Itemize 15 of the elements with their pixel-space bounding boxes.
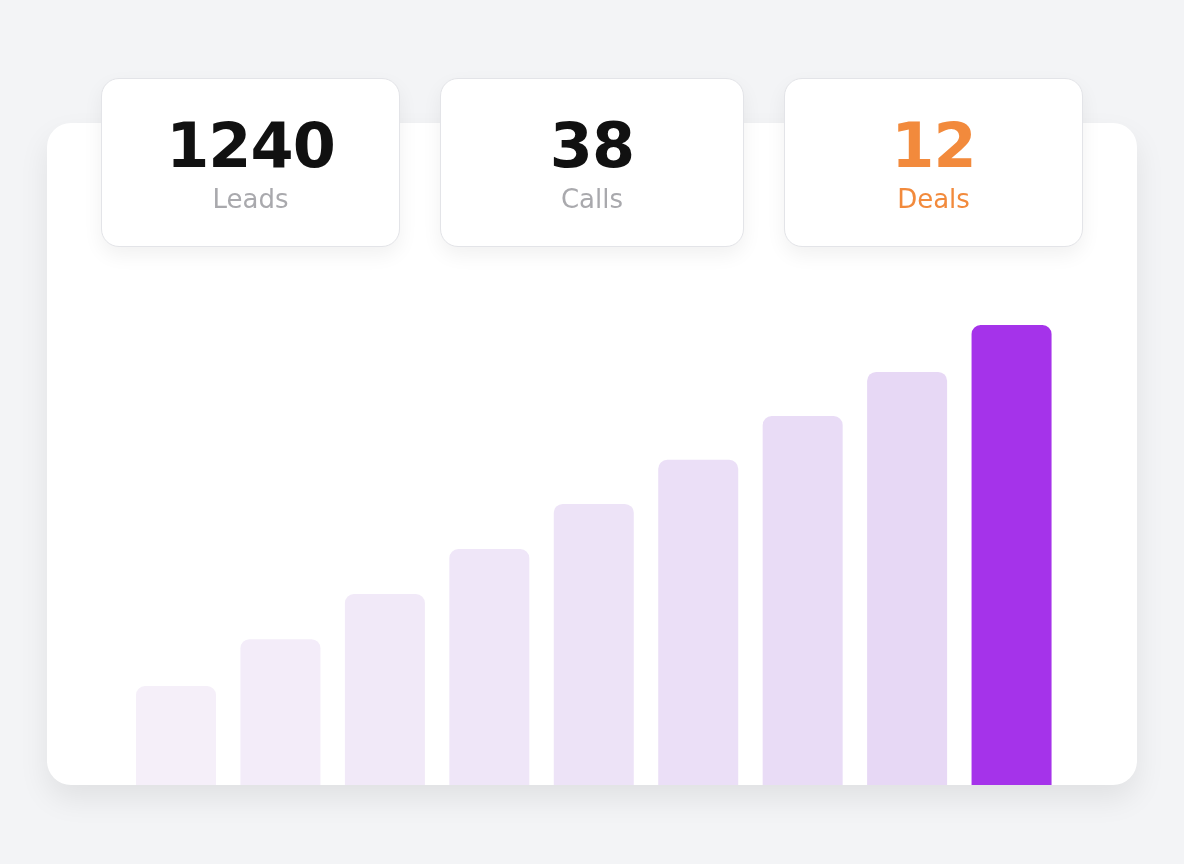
bar [449, 549, 530, 785]
text: Calls [559, 183, 625, 216]
bar [762, 416, 843, 785]
bar [344, 594, 425, 785]
text: 38 [548, 109, 636, 182]
bar [971, 325, 1052, 785]
text: Deals [896, 183, 971, 216]
text: Leads [211, 183, 290, 216]
bar [658, 459, 739, 785]
bar [136, 686, 216, 785]
bar [867, 371, 948, 785]
text: 12 [890, 109, 977, 182]
text: 1240 [165, 109, 336, 182]
bar [240, 639, 321, 785]
bar [553, 503, 634, 785]
